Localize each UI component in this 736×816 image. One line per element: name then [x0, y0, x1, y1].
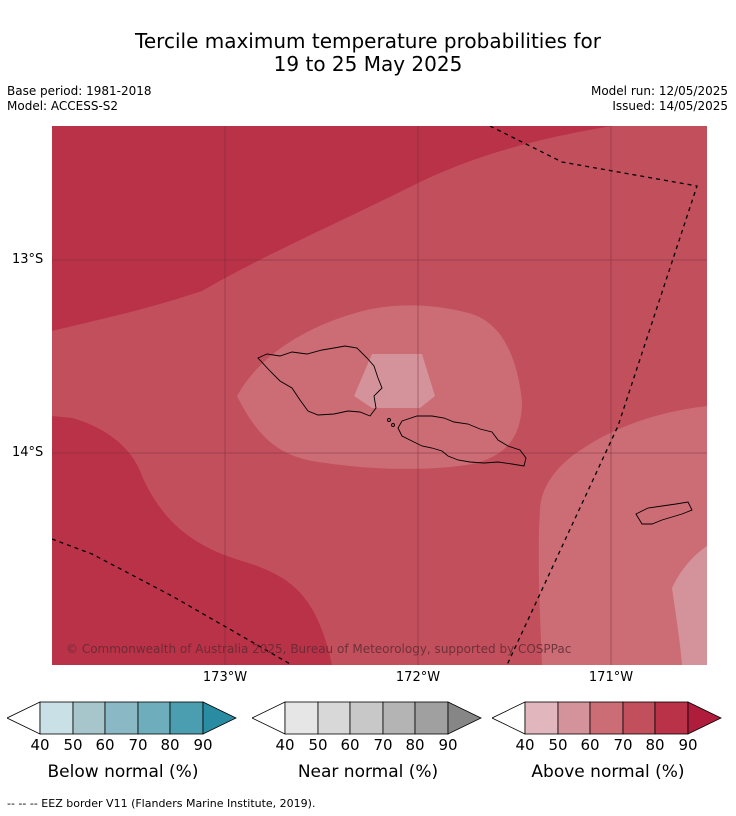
legend-near-title: Near normal (%): [297, 762, 439, 782]
legend-above-tick: 60: [580, 736, 600, 754]
legend-near-bin-60-70: [349, 701, 384, 735]
model-run: Model run: 12/05/2025: [590, 84, 728, 98]
eez-note: -- -- -- EEZ border V11 (Flanders Marine…: [7, 797, 316, 810]
legend-near-tick: 80: [405, 736, 425, 754]
contour-50-60-southeast: [672, 546, 707, 665]
legend-above-bin-40-50: [524, 701, 559, 735]
graticule: [52, 126, 707, 665]
legend-near-bin-70-80: [382, 701, 416, 735]
map-panel: [52, 126, 707, 665]
apolima-island: [391, 423, 395, 427]
legend-below-bin-60-70: [104, 701, 139, 735]
legend-below-high-extend: [202, 701, 237, 735]
legend-above-tick: 90: [678, 736, 698, 754]
legend-above-bin-80-90: [654, 701, 689, 735]
legend-near-low-extend: [252, 701, 286, 735]
legend-below-tick: 70: [128, 736, 148, 754]
legend-near-bin-80-90: [414, 701, 449, 735]
legend-near-tick: 70: [373, 736, 393, 754]
legend-near-bin-50-60: [317, 701, 351, 735]
legend-near-tick: 50: [308, 736, 328, 754]
legend-below-bin-50-60: [72, 701, 106, 735]
legend-below-bin-40-50: [39, 701, 74, 735]
legend-above-high-extend: [687, 701, 722, 735]
savaii-island: [257, 345, 383, 417]
title-line-2: 19 to 25 May 2025: [273, 52, 463, 76]
legend-above-tick: 80: [645, 736, 665, 754]
meta-right: Model run: 12/05/2025 Issued: 14/05/2025: [591, 84, 728, 114]
base-period: Base period: 1981-2018: [7, 84, 152, 98]
legend-below-bin-80-90: [169, 701, 204, 735]
map-canvas: [52, 126, 707, 665]
lat-label-14s: 14°S: [12, 445, 44, 460]
legend-below-tick: 60: [95, 736, 115, 754]
upolu-island: [397, 415, 527, 467]
map-title: Tercile maximum temperature probabilitie…: [0, 30, 736, 76]
legend-below-title: Below normal (%): [47, 762, 199, 782]
legend-below-tick: 80: [160, 736, 180, 754]
legend-near-bin-40-50: [284, 701, 319, 735]
legend-above-title: Above normal (%): [531, 762, 685, 782]
model-name: Model: ACCESS-S2: [7, 99, 119, 113]
meta-left: Base period: 1981-2018 Model: ACCESS-S2: [7, 84, 152, 114]
contour-60-70-east: [538, 406, 707, 665]
lon-label-173w: 173°W: [202, 670, 248, 685]
legend-near-high-extend: [447, 701, 482, 735]
lat-label-13s: 13°S: [12, 252, 44, 267]
lon-label-171w: 171°W: [588, 670, 634, 685]
legend-above-bin-50-60: [557, 701, 591, 735]
legend-above-tick: 40: [515, 736, 535, 754]
legend-above-colorbar: [492, 701, 722, 735]
legend-above-low-extend: [492, 701, 526, 735]
legend-above-tick: 50: [548, 736, 568, 754]
eez-border-east: [489, 126, 698, 665]
legend-below-tick: 90: [193, 736, 213, 754]
eez-border-southwest: [52, 538, 293, 665]
eez-border: [52, 126, 698, 665]
legend-above-bin-70-80: [622, 701, 656, 735]
title-line-1: Tercile maximum temperature probabilitie…: [135, 29, 601, 53]
legend-near-tick: 60: [340, 736, 360, 754]
legend-below-bin-70-80: [137, 701, 171, 735]
legend-below-colorbar: [7, 701, 237, 735]
legend-below-low-extend: [7, 701, 41, 735]
copyright-note: © Commonwealth of Australia 2025, Bureau…: [66, 642, 572, 656]
legend-above-bin-60-70: [589, 701, 624, 735]
contour-80-90-southwest: [52, 416, 332, 665]
legend-near-colorbar: [252, 701, 482, 735]
tutuila-island: [635, 501, 693, 525]
manono-island: [387, 418, 391, 422]
contour-80-90-north: [52, 126, 612, 331]
legend-below-tick: 40: [30, 736, 50, 754]
islands: [257, 345, 693, 525]
issued-date: Issued: 14/05/2025: [612, 99, 728, 113]
legend-near-tick: 40: [275, 736, 295, 754]
legend-near-tick: 90: [438, 736, 458, 754]
legend-below-tick: 50: [63, 736, 83, 754]
legend-above-tick: 70: [613, 736, 633, 754]
lon-label-172w: 172°W: [395, 670, 441, 685]
